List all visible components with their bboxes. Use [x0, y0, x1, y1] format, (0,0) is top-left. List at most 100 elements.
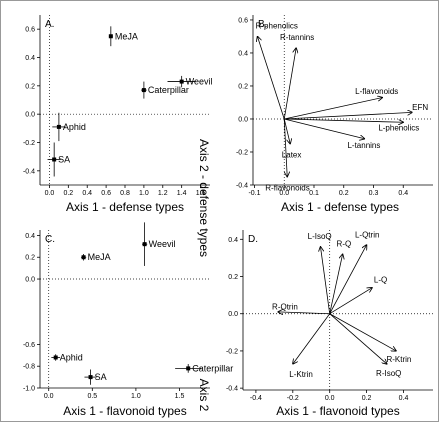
arrow-label: R-phenolics	[256, 22, 298, 31]
arrow-label: Latex	[282, 151, 302, 160]
x-tick-label: 0.2	[362, 395, 372, 402]
point	[108, 34, 113, 39]
x-tick-label: 1.4	[177, 190, 187, 197]
y-tick-label: -0.2	[236, 149, 248, 156]
point	[52, 157, 57, 162]
y-tick-label: 0.0	[238, 116, 248, 123]
y-tick-label: 0.6	[25, 27, 35, 34]
y-tick-label: -0.2	[23, 140, 35, 147]
x-tick-label: 1.6	[196, 190, 206, 197]
y-tick-label: -0.8	[23, 364, 35, 371]
x-tick-label: 0.2	[339, 190, 349, 197]
x-axis-title: Axis 1 - defense types	[66, 200, 184, 214]
y-tick-label: 0.0	[228, 311, 238, 318]
panel-label: B.	[258, 19, 267, 30]
x-tick-label: 1.0	[139, 190, 149, 197]
arrow-label: EFN	[412, 103, 428, 112]
y-tick-label: 0.0	[25, 277, 35, 284]
point	[53, 355, 58, 360]
x-axis-title: Axis 1 - flavonoid types	[276, 404, 399, 418]
x-tick-label: -0.2	[287, 395, 299, 402]
arrow	[284, 112, 412, 120]
point-label: MeJA	[115, 31, 138, 41]
point-label: Weevil	[149, 239, 176, 249]
arrow	[320, 247, 331, 314]
arrow	[283, 118, 287, 177]
arrow	[284, 118, 364, 139]
x-tick-label: 0.5	[87, 393, 97, 400]
point	[88, 375, 93, 380]
y-tick-label: -0.4	[226, 386, 238, 393]
x-tick-label: 0.3	[369, 190, 379, 197]
y-tick-label: -0.4	[236, 183, 248, 190]
x-tick-label: 0.6	[101, 190, 111, 197]
y-tick-label: 0.6	[238, 17, 248, 24]
point	[81, 255, 86, 260]
arrow-label: L-IsoQ	[308, 232, 332, 241]
arrow	[329, 245, 367, 314]
x-tick-label: -0.4	[250, 395, 262, 402]
arrow-label: R-Ktrin	[386, 355, 411, 364]
arrow-label: L-phenolics	[378, 123, 419, 132]
arrow-label: L-flavonoids	[355, 87, 398, 96]
x-tick-label: 0.4	[399, 395, 409, 402]
x-tick-label: 0.1	[309, 190, 319, 197]
y-tick-label: -0.2	[226, 348, 238, 355]
arrow	[283, 118, 290, 144]
point	[142, 242, 147, 247]
x-tick-label: 0.0	[279, 190, 289, 197]
y-tick-label: 0.2	[25, 83, 35, 90]
arrow	[284, 118, 403, 122]
panel-label: D.	[248, 234, 258, 245]
y-tick-label: 0.4	[238, 50, 248, 57]
point-label: SA	[58, 155, 70, 165]
arrow	[329, 288, 372, 315]
y-tick-label: 0.4	[25, 55, 35, 62]
x-tick-label: 1.0	[131, 393, 141, 400]
x-tick-label: 0.0	[45, 190, 55, 197]
y-tick-label: 0.4	[228, 237, 238, 244]
arrow-label: L-tannins	[347, 141, 380, 150]
arrow	[284, 98, 382, 120]
x-tick-label: 1.2	[158, 190, 168, 197]
x-axis-title: Axis 1 - defense types	[281, 200, 399, 214]
point-label: Caterpillar	[148, 85, 189, 95]
panel-label: C.	[45, 234, 55, 245]
point	[179, 79, 184, 84]
point-label: MeJA	[88, 252, 111, 262]
x-tick-label: 0.2	[63, 190, 73, 197]
arrow	[329, 313, 396, 351]
point-label: Aphid	[60, 352, 83, 362]
x-tick-label: 1.5	[175, 393, 185, 400]
point	[186, 366, 191, 371]
arrow	[293, 313, 331, 364]
arrow-label: L-Qtrin	[355, 231, 379, 240]
point-label: SA	[95, 372, 107, 382]
x-tick-label: 0.0	[44, 393, 54, 400]
arrow-label: R-Q	[337, 239, 352, 248]
arrow-label: R-tannins	[280, 33, 314, 42]
point	[141, 88, 146, 93]
arrow	[257, 36, 285, 120]
shared-y-title: Axis 2	[197, 379, 211, 412]
arrow-label: L-Ktrin	[289, 370, 313, 379]
arrow	[283, 48, 296, 120]
arrow-label: L-Q	[374, 276, 387, 285]
x-tick-label: 0.4	[398, 190, 408, 197]
y-tick-label: 0.2	[25, 255, 35, 262]
x-tick-label: 0.0	[325, 395, 335, 402]
point	[56, 124, 61, 129]
y-tick-label: 0.2	[238, 83, 248, 90]
point-label: Caterpillar	[192, 363, 233, 373]
arrow	[278, 312, 330, 314]
point-label: Aphid	[63, 122, 86, 132]
x-tick-label: -0.1	[248, 190, 260, 197]
y-tick-label: -0.6	[23, 342, 35, 349]
y-tick-label: 0.2	[228, 274, 238, 281]
arrow-label: R-IsoQ	[376, 369, 401, 378]
arrow	[329, 254, 343, 314]
y-tick-label: 0.0	[25, 112, 35, 119]
panel-label: A.	[45, 19, 54, 30]
